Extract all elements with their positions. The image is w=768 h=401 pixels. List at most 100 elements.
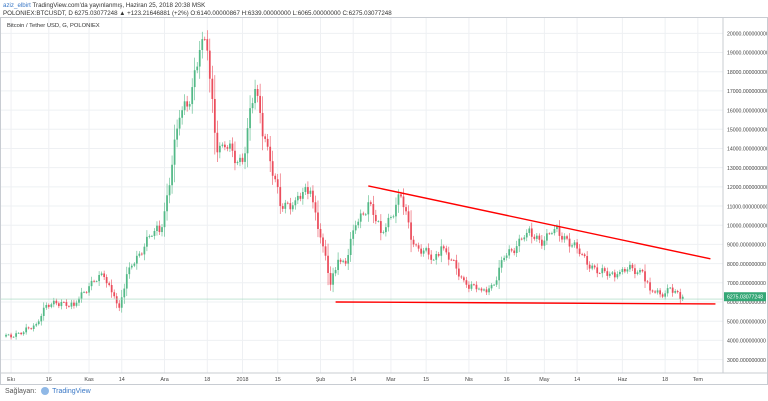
candle — [598, 272, 601, 275]
chart-panel[interactable]: 3000.000000000 4000.000000000 5000.0000000… — [0, 17, 768, 385]
candle-body — [304, 187, 307, 192]
candle-body — [68, 305, 70, 307]
candle — [500, 256, 503, 273]
candle-body — [156, 225, 158, 231]
candle — [161, 224, 163, 237]
candle — [279, 173, 282, 214]
candle — [478, 287, 480, 291]
candle — [153, 228, 156, 240]
candle — [505, 252, 508, 261]
candle-body — [563, 236, 566, 240]
candle — [259, 83, 261, 124]
candle — [254, 79, 256, 110]
candle-body — [631, 264, 634, 269]
candles — [5, 30, 684, 340]
candle-body — [10, 334, 12, 338]
candle — [266, 133, 269, 151]
candle — [103, 270, 106, 281]
candle-body — [216, 132, 219, 153]
candle — [12, 336, 15, 338]
candle — [432, 258, 435, 261]
candle — [447, 246, 450, 266]
candle-body — [239, 157, 241, 163]
candle-body — [251, 103, 254, 109]
candle-body — [420, 248, 422, 254]
candle-body — [12, 336, 15, 338]
x-tick-label: 15 — [423, 377, 429, 383]
candle-body — [435, 254, 438, 260]
candle — [188, 101, 191, 110]
candle-body — [213, 98, 216, 133]
candle — [10, 332, 12, 340]
candle — [191, 78, 194, 114]
candle-body — [25, 327, 28, 333]
candle-body — [654, 291, 656, 293]
candle-body — [478, 288, 480, 290]
candle — [231, 137, 234, 158]
x-tick-label: 14 — [574, 377, 580, 383]
candle-body — [125, 274, 128, 289]
candle — [178, 110, 181, 136]
candle — [196, 62, 199, 74]
candle — [420, 244, 422, 257]
candle — [364, 212, 367, 216]
y-tick-label: 18000.000000000 — [727, 70, 767, 76]
candle-body — [173, 139, 176, 165]
candle-body — [639, 269, 641, 273]
candle — [586, 251, 589, 270]
price-chart[interactable]: 3000.000000000 4000.000000000 5000.0000000… — [1, 18, 767, 384]
candle — [465, 276, 468, 288]
candle-body — [324, 246, 327, 256]
candle — [40, 313, 43, 326]
footer: Sağlayan: TradingView — [5, 387, 91, 395]
candle-body — [573, 242, 576, 246]
candle — [397, 189, 400, 213]
candle — [639, 267, 641, 275]
candle — [591, 262, 594, 271]
candle — [100, 271, 103, 277]
candle — [289, 197, 292, 215]
candle-body — [349, 238, 352, 255]
candle — [105, 274, 108, 288]
candle — [128, 262, 131, 279]
candle — [483, 288, 485, 292]
candle — [201, 31, 204, 59]
candle — [334, 267, 337, 277]
candle — [405, 204, 407, 215]
candle — [90, 276, 93, 291]
candle-body — [613, 272, 616, 278]
candle-body — [27, 327, 30, 329]
candle — [286, 201, 289, 205]
candle-body — [558, 226, 561, 236]
candle-body — [450, 259, 453, 261]
candle-body — [430, 254, 433, 260]
candle-body — [540, 239, 543, 246]
chart-header: aziz_elbirt TradingView.com'da yayınlanm… — [3, 2, 392, 18]
candle — [520, 237, 523, 241]
candle-body — [98, 275, 100, 282]
candle — [573, 239, 576, 248]
candle — [664, 290, 667, 300]
y-tick-label: 10000.000000000 — [727, 223, 767, 229]
candle-body — [395, 204, 397, 217]
candle-body — [671, 287, 674, 293]
author-link[interactable]: aziz_elbirt — [3, 2, 31, 9]
candle — [510, 247, 513, 253]
candle-body — [359, 213, 362, 222]
tradingview-link[interactable]: TradingView — [41, 387, 91, 395]
candle — [659, 288, 661, 298]
candle — [213, 75, 216, 155]
candle — [425, 246, 428, 253]
candle-body — [447, 252, 450, 260]
candle-body — [566, 236, 568, 239]
candle-body — [191, 87, 194, 105]
candle-body — [65, 302, 68, 306]
x-tick-label: Haz — [618, 377, 628, 383]
candle — [445, 245, 448, 255]
candle-body — [339, 259, 342, 262]
candle — [576, 239, 578, 254]
candle — [95, 280, 98, 283]
candle — [495, 276, 498, 287]
candle-body — [518, 238, 521, 247]
candle — [47, 303, 50, 309]
